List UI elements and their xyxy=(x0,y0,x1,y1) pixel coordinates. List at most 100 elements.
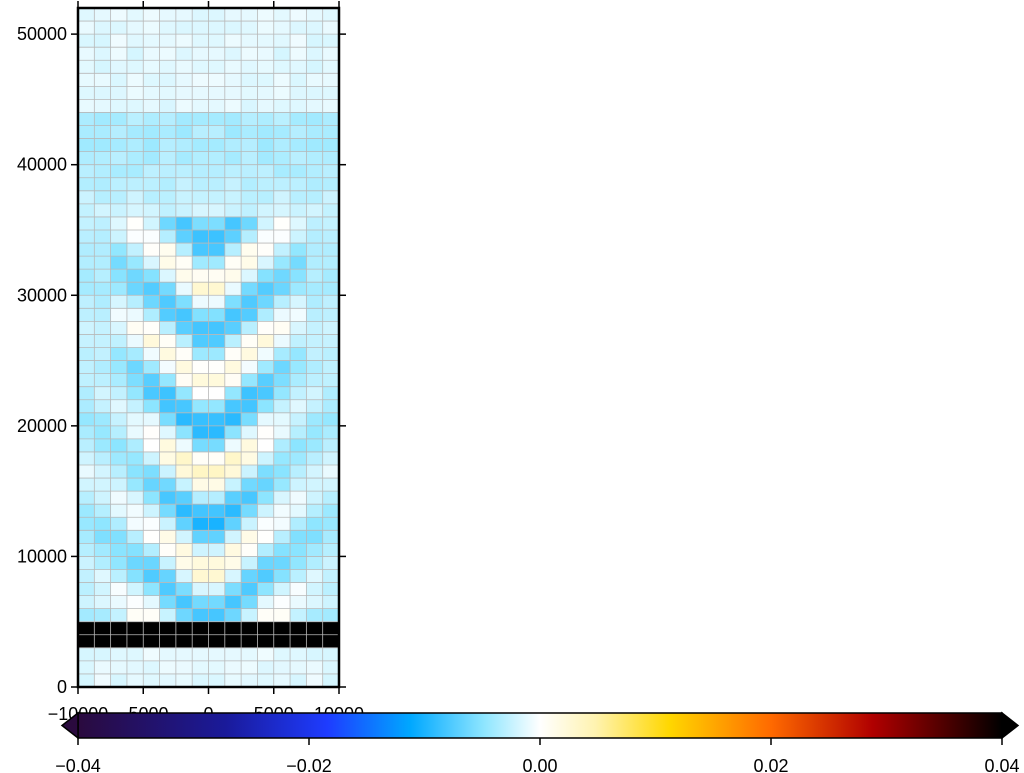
heatmap-cell xyxy=(78,203,95,217)
heatmap-cell xyxy=(159,399,176,413)
heatmap-cell xyxy=(273,99,291,113)
heatmap-cell xyxy=(143,465,160,479)
heatmap-cell xyxy=(322,308,339,322)
heatmap-cell xyxy=(273,216,291,230)
heatmap-cell xyxy=(94,177,111,191)
heatmap-cell xyxy=(257,556,274,570)
heatmap-cell xyxy=(257,282,274,296)
heatmap-cell xyxy=(110,556,127,570)
heatmap-cell xyxy=(306,386,323,400)
heatmap-cell xyxy=(322,556,339,570)
heatmap-cell xyxy=(94,634,111,648)
heatmap-cell xyxy=(322,595,339,609)
heatmap-cell xyxy=(126,282,144,296)
heatmap-cell xyxy=(143,177,160,191)
heatmap-cell xyxy=(241,256,258,270)
heatmap-cell xyxy=(143,608,160,622)
heatmap-cell xyxy=(126,34,144,48)
heatmap-cell xyxy=(241,438,258,452)
heatmap-cell xyxy=(322,334,339,348)
heatmap-cell xyxy=(257,125,274,139)
heatmap-cell xyxy=(273,647,291,661)
heatmap-cell xyxy=(159,256,176,270)
heatmap-cell xyxy=(143,438,160,452)
heatmap-cell xyxy=(78,334,95,348)
heatmap-cell xyxy=(322,177,339,191)
heatmap-cell xyxy=(273,151,291,165)
heatmap-cell xyxy=(273,608,291,622)
heatmap-cell xyxy=(273,21,291,35)
heatmap-cell xyxy=(192,151,209,165)
heatmap-cell xyxy=(175,465,193,479)
heatmap-cell xyxy=(208,295,225,309)
heatmap-cell xyxy=(306,86,323,100)
heatmap-cell xyxy=(306,543,323,557)
heatmap-cell xyxy=(110,334,127,348)
heatmap-cell xyxy=(94,556,111,570)
heatmap-cell xyxy=(224,556,242,570)
heatmap-cell xyxy=(273,73,291,87)
heatmap-cell xyxy=(143,647,160,661)
heatmap-cell xyxy=(175,334,193,348)
heatmap-cell xyxy=(208,21,225,35)
heatmap-cell xyxy=(143,582,160,596)
heatmap-cell xyxy=(273,164,291,178)
heatmap-cell xyxy=(110,282,127,296)
heatmap-cell xyxy=(126,595,144,609)
heatmap-cell xyxy=(241,308,258,322)
heatmap-cell xyxy=(306,673,323,687)
heatmap-cell xyxy=(290,86,307,100)
heatmap-cell xyxy=(94,282,111,296)
heatmap-cell xyxy=(241,347,258,361)
heatmap-cell xyxy=(208,491,225,505)
heatmap-cell xyxy=(159,334,176,348)
heatmap-cell xyxy=(273,190,291,204)
heatmap-cell xyxy=(110,125,127,139)
heatmap-cell xyxy=(110,8,127,22)
heatmap-cell xyxy=(110,465,127,479)
heatmap-cell xyxy=(322,386,339,400)
heatmap-cell xyxy=(322,86,339,100)
heatmap-cell xyxy=(143,517,160,531)
heatmap-cell xyxy=(126,308,144,322)
heatmap-cell xyxy=(224,412,242,426)
heatmap-cell xyxy=(208,621,225,635)
heatmap-cell xyxy=(159,177,176,191)
heatmap-cell xyxy=(126,295,144,309)
heatmap-cell xyxy=(241,269,258,283)
heatmap-cell xyxy=(192,647,209,661)
heatmap-cell xyxy=(78,256,95,270)
heatmap-cell xyxy=(273,47,291,61)
heatmap-cell xyxy=(273,465,291,479)
heatmap-cell xyxy=(94,360,111,374)
heatmap-cell xyxy=(224,295,242,309)
heatmap-cell xyxy=(78,517,95,531)
heatmap-cell xyxy=(273,595,291,609)
heatmap-cell xyxy=(192,86,209,100)
heatmap-cell xyxy=(241,334,258,348)
heatmap-cell xyxy=(224,504,242,518)
heatmap-cell xyxy=(290,177,307,191)
heatmap-cell xyxy=(175,673,193,687)
heatmap-cell xyxy=(175,634,193,648)
heatmap-cell xyxy=(290,216,307,230)
heatmap-cell xyxy=(126,438,144,452)
heatmap-cell xyxy=(94,216,111,230)
heatmap-cell xyxy=(126,269,144,283)
heatmap-cell xyxy=(175,478,193,492)
heatmap-cell xyxy=(322,465,339,479)
heatmap-cell xyxy=(208,399,225,413)
heatmap-cell xyxy=(78,412,95,426)
heatmap-cell xyxy=(208,582,225,596)
heatmap-cell xyxy=(273,34,291,48)
heatmap-cell xyxy=(290,295,307,309)
heatmap-cell xyxy=(78,308,95,322)
heatmap-cell xyxy=(322,21,339,35)
heatmap-cell xyxy=(94,530,111,544)
heatmap-cell xyxy=(306,360,323,374)
heatmap-cell xyxy=(192,308,209,322)
heatmap-cell xyxy=(241,164,258,178)
heatmap-cell xyxy=(78,177,95,191)
heatmap-cell xyxy=(290,8,307,22)
heatmap-cell xyxy=(143,373,160,387)
